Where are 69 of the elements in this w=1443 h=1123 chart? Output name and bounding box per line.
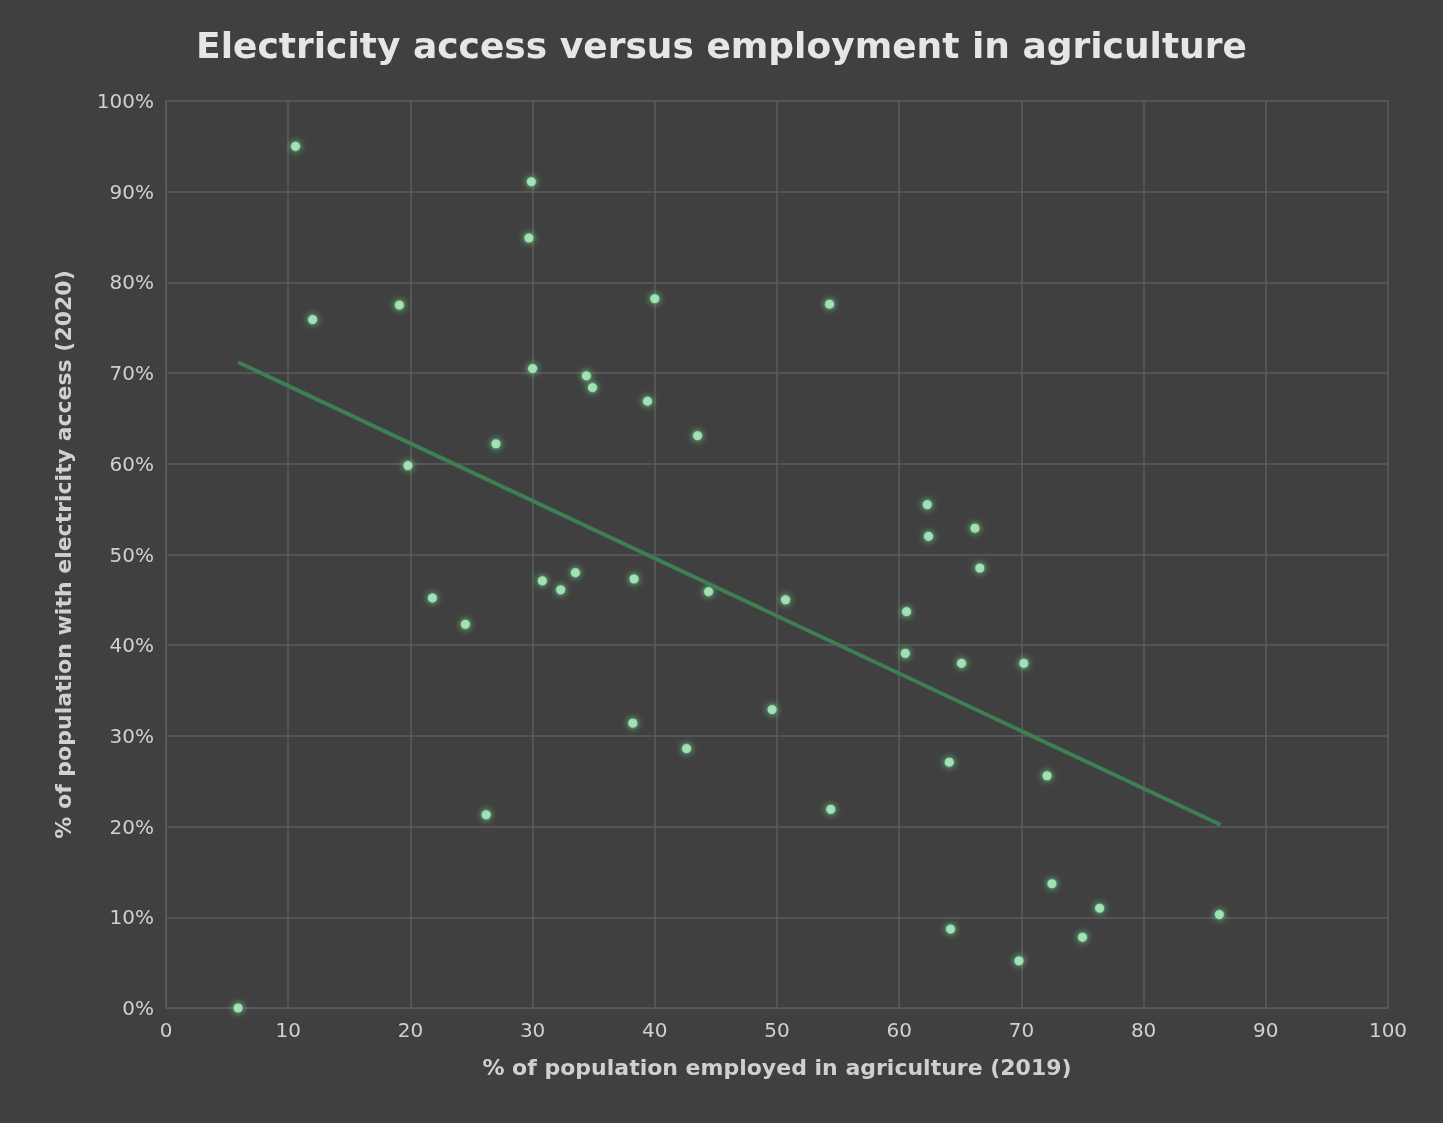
- point: [766, 704, 778, 716]
- point: [490, 438, 502, 450]
- point: [523, 232, 535, 244]
- point: [232, 1002, 244, 1014]
- y-tick-label: 10%: [109, 905, 154, 930]
- x-tick-label: 90: [1253, 1018, 1279, 1042]
- y-tick-label: 90%: [109, 179, 154, 204]
- x-tick-label: 60: [886, 1018, 912, 1042]
- x-tick-label: 80: [1130, 1018, 1157, 1042]
- point: [628, 573, 640, 585]
- point: [899, 647, 911, 659]
- x-tick-label: 100: [1368, 1018, 1408, 1042]
- point: [681, 743, 693, 755]
- point: [527, 363, 539, 375]
- point: [943, 756, 955, 768]
- x-tick-label: 30: [519, 1018, 546, 1042]
- x-tick-label: 40: [642, 1018, 668, 1042]
- point: [402, 460, 414, 472]
- point: [459, 618, 471, 630]
- point: [901, 606, 913, 618]
- x-tick-label: 70: [1008, 1018, 1035, 1042]
- point: [1018, 657, 1030, 669]
- y-tick-label: 60%: [109, 451, 154, 476]
- point: [290, 140, 302, 152]
- y-tick-label: 50%: [109, 542, 154, 567]
- point: [480, 809, 492, 821]
- point: [641, 395, 653, 407]
- x-tick-label: 50: [764, 1018, 790, 1042]
- point: [536, 575, 548, 587]
- point: [555, 584, 567, 596]
- y-tick-label: 100%: [96, 89, 154, 113]
- x-tick-label: 20: [397, 1018, 424, 1042]
- y-axis-title: % of population with electricity access (2020): [50, 270, 76, 839]
- point: [649, 293, 661, 305]
- point: [824, 298, 836, 310]
- point: [307, 314, 319, 326]
- y-tick-label: 0%: [122, 996, 154, 1020]
- point: [627, 717, 639, 729]
- point: [1077, 931, 1088, 943]
- point: [426, 592, 438, 604]
- point: [1013, 955, 1025, 967]
- point: [1041, 770, 1053, 782]
- point: [393, 299, 405, 311]
- x-tick-label: 0: [159, 1018, 173, 1042]
- point: [969, 522, 981, 534]
- y-tick-label: 80%: [109, 270, 154, 295]
- point: [923, 530, 935, 542]
- x-axis-title: % of population employed in agriculture (2019): [482, 1054, 1072, 1080]
- point: [921, 499, 933, 511]
- x-tick-label: 10: [275, 1018, 301, 1042]
- point: [1213, 909, 1225, 921]
- chart-title: Electricity access versus employment in agriculture: [196, 24, 1247, 66]
- point: [580, 370, 592, 382]
- point: [525, 176, 537, 188]
- y-tick-label: 70%: [109, 361, 154, 386]
- point: [703, 586, 715, 598]
- point: [780, 594, 792, 606]
- y-tick-label: 40%: [109, 633, 154, 658]
- point: [692, 430, 704, 442]
- point: [586, 382, 598, 394]
- point: [825, 803, 837, 815]
- point: [569, 567, 581, 579]
- point: [1094, 902, 1106, 914]
- y-tick-label: 30%: [109, 723, 154, 748]
- point: [956, 657, 968, 669]
- point: [974, 562, 986, 574]
- point: [945, 923, 957, 935]
- y-tick-label: 20%: [109, 814, 154, 839]
- point: [1046, 878, 1058, 890]
